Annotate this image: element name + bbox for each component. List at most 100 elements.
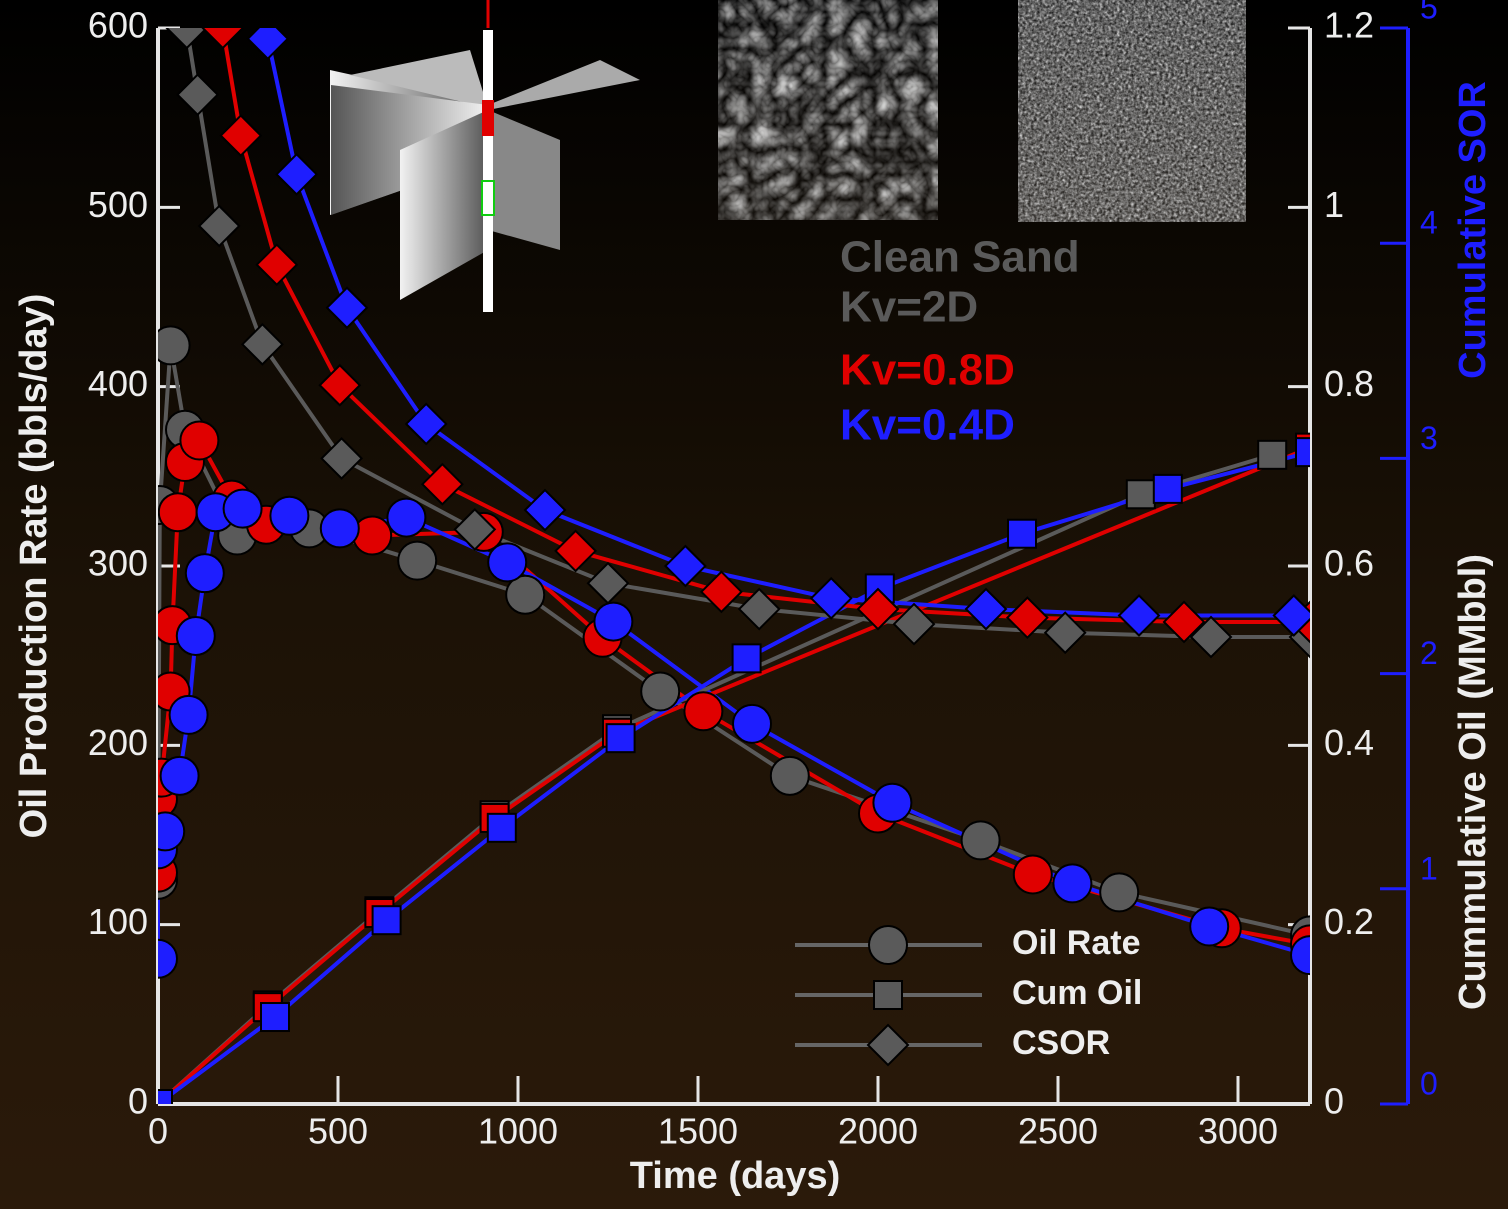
- data-point: [1100, 873, 1138, 911]
- data-point: [180, 421, 218, 459]
- y-tick-label: 0: [128, 1081, 148, 1122]
- data-point: [321, 509, 359, 547]
- data-point: [873, 784, 911, 822]
- micrograph-clean: [718, 0, 938, 220]
- y-tick-label: 600: [88, 5, 148, 46]
- y-tick-label: 500: [88, 184, 148, 225]
- data-point: [1154, 475, 1182, 503]
- y-tick-label: 300: [88, 543, 148, 584]
- y3-tick-label: 3: [1420, 420, 1438, 456]
- series-line: [158, 345, 1310, 935]
- data-point: [170, 696, 208, 734]
- data-point: [1127, 480, 1155, 508]
- data-point: [277, 154, 317, 194]
- page: 0500100015002000250030000100200300400500…: [0, 0, 1508, 1209]
- legend-marker: [868, 1025, 908, 1065]
- case-sublabel: Kv=2D: [840, 283, 978, 332]
- data-point: [203, 8, 243, 48]
- data-point: [962, 821, 1000, 859]
- data-point: [1053, 864, 1091, 902]
- data-point: [488, 814, 516, 842]
- data-point: [322, 438, 362, 478]
- data-point: [242, 324, 282, 364]
- x-tick-label: 2500: [1018, 1111, 1098, 1152]
- case-label: Clean Sand: [840, 233, 1080, 282]
- data-point: [684, 692, 722, 730]
- data-point: [607, 724, 635, 752]
- legend-label: CSOR: [1012, 1024, 1110, 1062]
- data-point: [588, 563, 628, 603]
- legend-marker: [874, 981, 902, 1009]
- y2-tick-label: 1.2: [1324, 5, 1374, 46]
- chart: 0500100015002000250030000100200300400500…: [0, 0, 1508, 1209]
- y2-axis-label: Cummulative Oil (MMbbl): [1452, 554, 1494, 1010]
- data-point: [353, 517, 391, 555]
- x-axis-label: Time (days): [630, 1155, 840, 1197]
- data-point: [387, 499, 425, 537]
- y2-tick-label: 1: [1324, 184, 1344, 225]
- data-point: [1119, 595, 1159, 635]
- data-point: [159, 493, 197, 531]
- data-point: [373, 906, 401, 934]
- data-point: [161, 757, 199, 795]
- y2-tick-label: 0.4: [1324, 722, 1374, 763]
- data-point: [1008, 520, 1036, 548]
- data-point: [199, 206, 239, 246]
- data-point: [1296, 438, 1324, 466]
- y2-tick-label: 0.8: [1324, 363, 1374, 404]
- data-point: [398, 542, 436, 580]
- data-point: [167, 8, 207, 48]
- y3-axis-label: Cumulative SOR: [1452, 81, 1494, 379]
- data-point: [224, 490, 262, 528]
- data-point: [1190, 907, 1228, 945]
- data-point: [327, 288, 367, 328]
- data-point: [177, 617, 215, 655]
- y-axis-label: Oil Production Rate (bbls/day): [13, 294, 55, 839]
- micrograph-fines: [1018, 0, 1246, 222]
- data-point: [1014, 855, 1052, 893]
- data-point: [733, 644, 761, 672]
- case-label: Kv=0.4D: [840, 401, 1015, 450]
- data-point: [771, 757, 809, 795]
- legend-marker: [869, 926, 907, 964]
- data-point: [406, 404, 446, 444]
- labels: Time (days) Oil Production Rate (bbls/da…: [13, 81, 1494, 1197]
- data-point: [139, 940, 177, 978]
- y-tick-label: 400: [88, 363, 148, 404]
- y-tick-label: 100: [88, 901, 148, 942]
- data-point: [186, 554, 224, 592]
- data-point: [270, 497, 308, 535]
- data-point: [248, 19, 288, 59]
- y-tick-label: 200: [88, 722, 148, 763]
- data-point: [733, 705, 771, 743]
- data-point: [966, 589, 1006, 629]
- well-diagram: [330, 0, 640, 312]
- x-tick-label: 500: [308, 1111, 368, 1152]
- data-point: [488, 543, 526, 581]
- data-point: [146, 812, 184, 850]
- data-point: [1258, 441, 1286, 469]
- data-point: [221, 116, 261, 156]
- y3-tick-label: 2: [1420, 635, 1438, 671]
- data-point: [261, 1003, 289, 1031]
- x-tick-label: 1000: [478, 1111, 558, 1152]
- x-tick-label: 0: [148, 1111, 168, 1152]
- x-tick-label: 1500: [658, 1111, 738, 1152]
- y2-tick-label: 0: [1324, 1081, 1344, 1122]
- data-point: [257, 245, 297, 285]
- y3-tick-label: 1: [1420, 850, 1438, 886]
- x-tick-label: 2000: [838, 1111, 918, 1152]
- y3-tick-label: 0: [1420, 1065, 1438, 1101]
- data-point: [641, 673, 679, 711]
- data-point: [525, 490, 565, 530]
- y2-tick-label: 0.2: [1324, 901, 1374, 942]
- case-label: Kv=0.8D: [840, 346, 1015, 395]
- x-tick-label: 3000: [1198, 1111, 1278, 1152]
- data-point: [178, 75, 218, 115]
- legend-label: Oil Rate: [1012, 924, 1140, 962]
- data-point: [594, 603, 632, 641]
- legend-label: Cum Oil: [1012, 974, 1142, 1012]
- data-point: [811, 578, 851, 618]
- y2-tick-label: 0.6: [1324, 543, 1374, 584]
- y3-tick-label: 5: [1420, 0, 1438, 25]
